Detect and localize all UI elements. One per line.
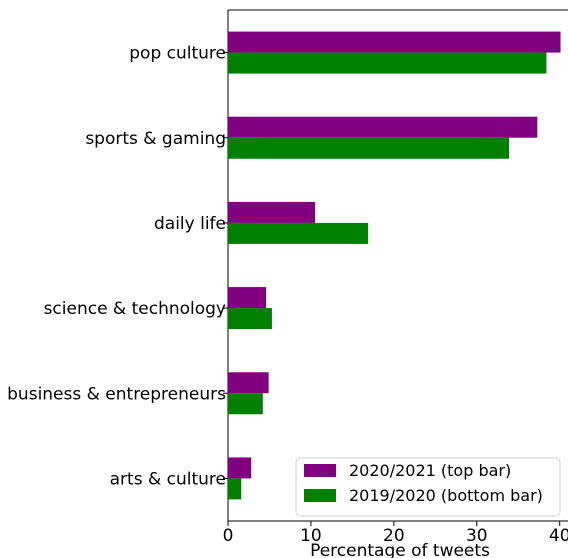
bar-bottom xyxy=(228,137,510,159)
category-label: arts & culture xyxy=(110,469,226,489)
x-tick-label: 30 xyxy=(466,526,488,546)
bars xyxy=(228,31,561,500)
legend-entry: 2020/2021 (top bar) xyxy=(349,461,511,480)
legend-swatch xyxy=(304,464,336,477)
bar-top xyxy=(228,287,267,309)
bar-top xyxy=(228,31,561,53)
legend-box xyxy=(295,457,561,517)
bar-top xyxy=(228,372,269,394)
bar-bottom xyxy=(228,393,263,415)
bar-bottom xyxy=(228,308,272,330)
x-tick-label: 0 xyxy=(223,526,234,546)
bar-bottom xyxy=(228,222,369,244)
bar-top xyxy=(228,457,252,479)
bar-bottom xyxy=(228,52,547,74)
category-label: daily life xyxy=(154,214,226,234)
bar-bottom xyxy=(228,478,242,500)
x-tick-label: 10 xyxy=(300,526,322,546)
category-label: business & entrepreneurs xyxy=(7,384,226,404)
x-tick-label: 40 xyxy=(549,526,568,546)
category-label: science & technology xyxy=(44,299,226,319)
bar-top xyxy=(228,116,538,138)
category-label: sports & gaming xyxy=(85,129,226,149)
legend-swatch xyxy=(304,489,336,502)
bar-top xyxy=(228,201,316,223)
x-ticks: 0 10 20 30 40 xyxy=(223,521,568,546)
x-tick-label: 20 xyxy=(383,526,405,546)
category-label: pop culture xyxy=(129,44,226,64)
x-axis-label: Percentage of tweets xyxy=(310,541,490,558)
axes xyxy=(227,9,568,522)
legend-entry: 2019/2020 (bottom bar) xyxy=(349,486,543,505)
legend: 2020/2021 (top bar) 2019/2020 (bottom bar… xyxy=(295,457,561,517)
category-labels: pop culture sports & gaming daily life scie… xyxy=(7,44,228,489)
